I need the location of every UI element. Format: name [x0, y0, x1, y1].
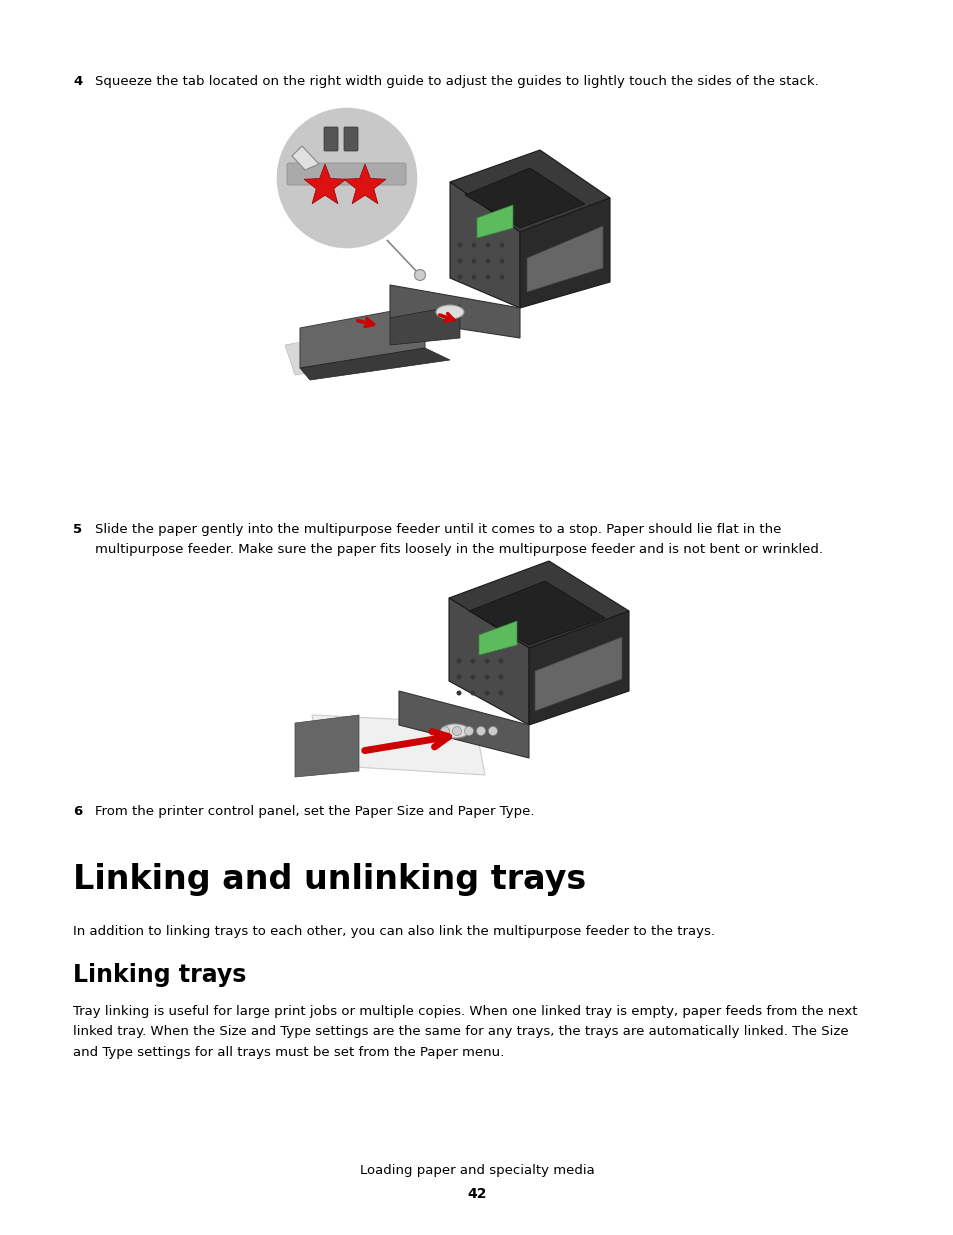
Circle shape: [486, 275, 489, 279]
Circle shape: [274, 106, 418, 249]
Circle shape: [499, 243, 503, 247]
Circle shape: [414, 269, 425, 280]
Polygon shape: [519, 198, 609, 308]
Circle shape: [440, 726, 449, 736]
Circle shape: [472, 243, 476, 247]
Polygon shape: [285, 322, 419, 375]
Text: 42: 42: [467, 1187, 486, 1200]
Circle shape: [471, 692, 475, 695]
Text: Linking trays: Linking trays: [73, 963, 246, 987]
Circle shape: [456, 692, 460, 695]
Circle shape: [457, 259, 461, 263]
Polygon shape: [294, 715, 358, 777]
Polygon shape: [535, 637, 621, 711]
Text: From the printer control panel, set the Paper Size and Paper Type.: From the printer control panel, set the …: [95, 805, 534, 818]
Circle shape: [471, 676, 475, 679]
Text: Loading paper and specialty media: Loading paper and specialty media: [359, 1165, 594, 1177]
Polygon shape: [398, 692, 529, 758]
Ellipse shape: [436, 305, 463, 319]
Circle shape: [499, 259, 503, 263]
Circle shape: [498, 676, 502, 679]
Circle shape: [476, 726, 485, 736]
Circle shape: [472, 259, 476, 263]
Polygon shape: [390, 285, 519, 338]
Circle shape: [485, 676, 488, 679]
Circle shape: [471, 659, 475, 663]
FancyBboxPatch shape: [324, 127, 337, 151]
Polygon shape: [526, 226, 602, 291]
Circle shape: [486, 259, 489, 263]
Circle shape: [464, 726, 473, 736]
Polygon shape: [478, 621, 517, 655]
Text: multipurpose feeder. Make sure the paper fits loosely in the multipurpose feeder: multipurpose feeder. Make sure the paper…: [95, 543, 822, 556]
Polygon shape: [464, 168, 584, 228]
Circle shape: [498, 692, 502, 695]
Text: Tray linking is useful for large print jobs or multiple copies. When one linked : Tray linking is useful for large print j…: [73, 1005, 857, 1018]
Text: Linking and unlinking trays: Linking and unlinking trays: [73, 863, 586, 897]
Polygon shape: [476, 205, 513, 238]
Circle shape: [456, 659, 460, 663]
Text: 4: 4: [73, 75, 82, 88]
Circle shape: [456, 676, 460, 679]
Polygon shape: [449, 598, 529, 725]
Polygon shape: [292, 146, 318, 170]
Text: linked tray. When the Size and Type settings are the same for any trays, the tra: linked tray. When the Size and Type sett…: [73, 1025, 848, 1039]
Circle shape: [457, 243, 461, 247]
Circle shape: [499, 275, 503, 279]
Polygon shape: [390, 305, 459, 345]
Polygon shape: [299, 305, 424, 368]
Polygon shape: [449, 561, 628, 648]
Polygon shape: [304, 164, 346, 204]
Circle shape: [488, 726, 497, 736]
Polygon shape: [529, 611, 628, 725]
Text: In addition to linking trays to each other, you can also link the multipurpose f: In addition to linking trays to each oth…: [73, 925, 714, 939]
Polygon shape: [450, 149, 609, 232]
Text: 6: 6: [73, 805, 82, 818]
Text: 5: 5: [73, 522, 82, 536]
Polygon shape: [312, 715, 484, 776]
Ellipse shape: [440, 724, 469, 739]
Circle shape: [452, 726, 461, 736]
Polygon shape: [344, 164, 386, 204]
FancyBboxPatch shape: [344, 127, 357, 151]
Circle shape: [485, 692, 488, 695]
Polygon shape: [299, 348, 450, 380]
Circle shape: [486, 243, 489, 247]
FancyBboxPatch shape: [287, 163, 406, 185]
Polygon shape: [469, 580, 604, 645]
Circle shape: [472, 275, 476, 279]
Text: Squeeze the tab located on the right width guide to adjust the guides to lightly: Squeeze the tab located on the right wid…: [95, 75, 818, 88]
Polygon shape: [450, 182, 519, 308]
Circle shape: [498, 659, 502, 663]
Circle shape: [485, 659, 488, 663]
Text: Slide the paper gently into the multipurpose feeder until it comes to a stop. Pa: Slide the paper gently into the multipur…: [95, 522, 781, 536]
Text: and Type settings for all trays must be set from the Paper menu.: and Type settings for all trays must be …: [73, 1046, 504, 1058]
Circle shape: [457, 275, 461, 279]
